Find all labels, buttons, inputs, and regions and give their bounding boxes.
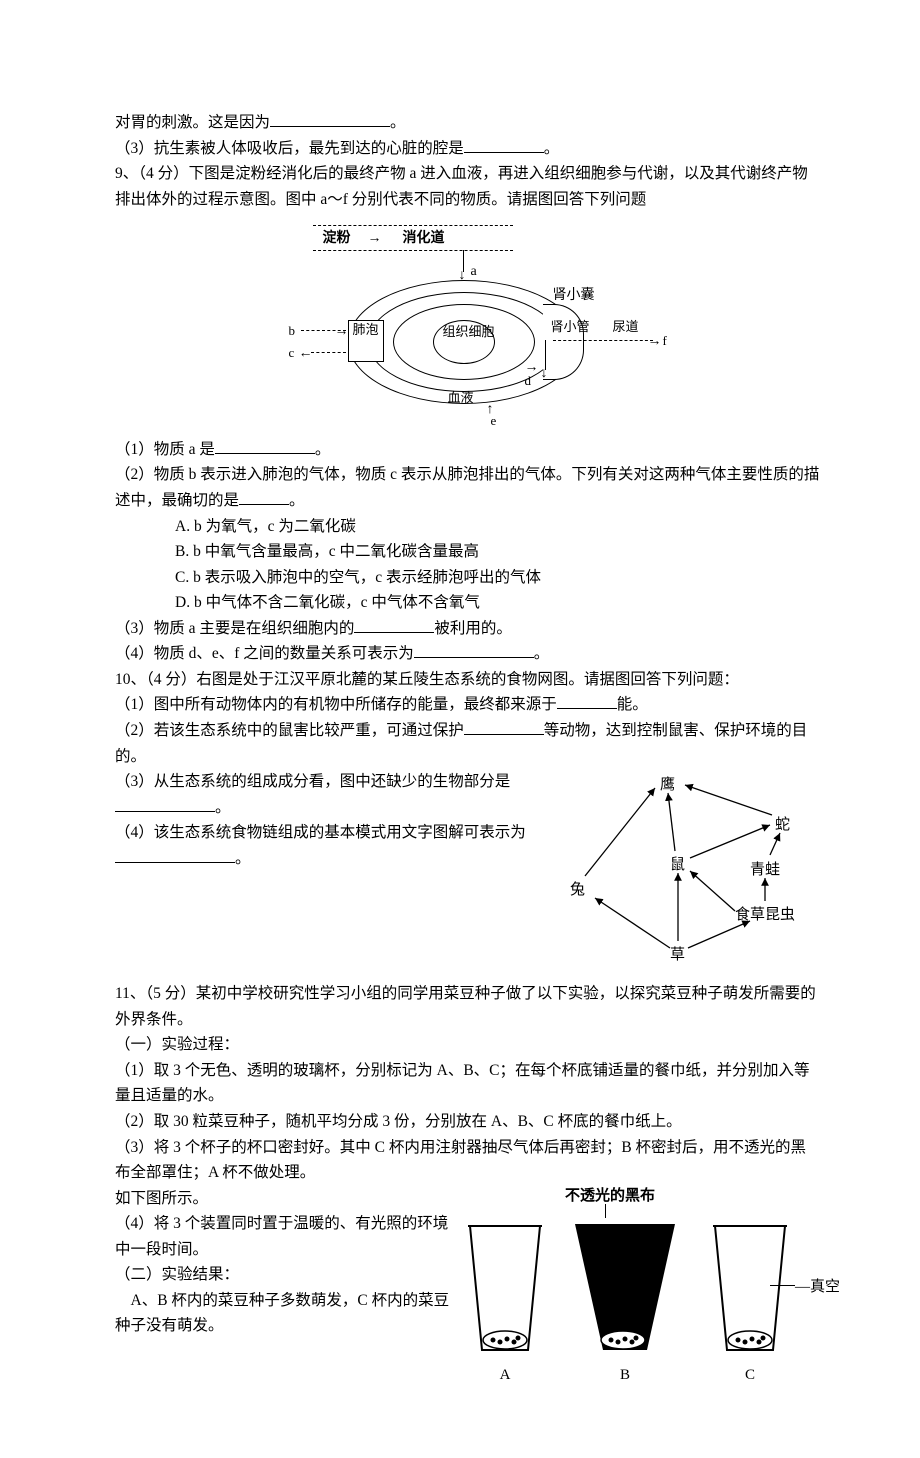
q10-stem: 10、（4 分）右图是处于江汉平原北麓的某丘陵生态系统的食物网图。请据图回答下列… <box>115 667 820 693</box>
q8-3: （3）抗生素被人体吸收后，最先到达的心脏的腔是 。 <box>115 136 820 162</box>
q9-1-end: 。 <box>315 441 331 458</box>
arrow-left-icon: ← <box>299 342 313 365</box>
fig1-blood: 血液 <box>448 387 474 408</box>
figure-foodweb: 鹰 蛇 鼠 兔 青蛙 食草昆虫 草 <box>540 773 820 973</box>
q9-2-end: 。 <box>289 492 305 509</box>
blank <box>464 136 544 153</box>
q10-2: （2）若该生态系统中的鼠害比较严重，可通过保护等动物，达到控制鼠害、保护环境的目… <box>115 718 820 769</box>
q10-4b: 。 <box>235 850 251 867</box>
q10-1: （1）图中所有动物体内的有机物中所储存的能量，最终都来源于 能。 <box>115 692 820 718</box>
arrow-icon: → <box>335 320 349 343</box>
q11-p3: （3）将 3 个杯子的杯口密封好。其中 C 杯内用注射器抽尽气体后再密封；B 杯… <box>115 1135 820 1186</box>
blank <box>354 616 434 633</box>
prelude-line: 对胃的刺激。这是因为 。 <box>115 110 820 136</box>
fig1-cell: 组织细胞 <box>443 324 487 340</box>
q10-4a: （4）该生态系统食物链组成的基本模式用文字图解可表示为 <box>115 824 526 841</box>
exam-page: 对胃的刺激。这是因为。 （3）抗生素被人体吸收后，最先到达的心脏的腔是。 9、（… <box>0 0 920 1458</box>
cup-b-label: B <box>575 1363 675 1388</box>
q9-2: （2）物质 b 表示进入肺泡的气体，物质 c 表示从肺泡排出的气体。下列有关对这… <box>115 462 820 513</box>
fig1-f: f <box>663 330 667 351</box>
q11-stem: 11、（5 分）某初中学校研究性学习小组的同学用菜豆种子做了以下实验，以探究菜豆… <box>115 981 820 1032</box>
fig1-tubule: 肾小管 <box>551 316 590 337</box>
q9-1: （1）物质 a 是 。 <box>115 437 820 463</box>
q9-4b: 。 <box>534 645 550 662</box>
q10-2a: （2）若该生态系统中的鼠害比较严重，可通过保护 <box>115 722 464 739</box>
q9-opt-b: B. b 中氧气含量最高，c 中二氧化碳含量最高 <box>115 539 820 565</box>
fig1-e: e <box>491 410 497 431</box>
arrow-icon: → <box>368 227 382 250</box>
cups-vacuum-label: —真空 <box>795 1275 840 1300</box>
q11-p1: （1）取 3 个无色、透明的玻璃杯，分别标记为 A、B、C；在每个杯底铺适量的餐… <box>115 1058 820 1109</box>
q9-stem: 9、（4 分）下图是淀粉经消化后的最终产物 a 进入血液，再进入组织细胞参与代谢… <box>115 161 820 212</box>
q9-4: （4）物质 d、e、f 之间的数量关系可表示为 。 <box>115 641 820 667</box>
q9-opt-d: D. b 中气体不含二氧化碳，c 中气体不含氧气 <box>115 590 820 616</box>
q9-opt-c: C. b 表示吸入肺泡中的空气，c 表示经肺泡呼出的气体 <box>115 565 820 591</box>
q9-3a: （3）物质 a 主要是在组织细胞内的 <box>115 620 354 637</box>
q11-h1: （一）实验过程： <box>115 1032 820 1058</box>
q9-3b: 被利用的。 <box>434 620 512 637</box>
blank <box>115 795 215 812</box>
q9-1-text: （1）物质 a 是 <box>115 441 215 458</box>
fig1-d: d <box>525 370 532 391</box>
figure-metabolism: 淀粉 → 消化道 ↓ a 肺泡 组织细胞 血液 肾小囊 肾小管 尿道 <box>115 220 820 429</box>
q8-3-text: （3）抗生素被人体吸收后，最先到达的心脏的腔是 <box>115 140 464 157</box>
q11-p2: （2）取 30 粒菜豆种子，随机平均分成 3 份，分别放在 A、B、C 杯底的餐… <box>115 1109 820 1135</box>
q9-3: （3）物质 a 主要是在组织细胞内的 被利用的。 <box>115 616 820 642</box>
prelude-end: 。 <box>390 114 406 131</box>
fig1-b: b <box>289 320 296 341</box>
q10-3a: （3）从生态系统的组成成分看，图中还缺少的生物部分是 <box>115 773 510 790</box>
fig1-capsule: 肾小囊 <box>553 284 595 307</box>
blank <box>464 719 544 736</box>
cup-c: C <box>705 1218 795 1358</box>
cup-a: A <box>460 1218 550 1358</box>
fig1-lung: 肺泡 <box>348 320 384 362</box>
arrow-icon: → <box>648 330 662 353</box>
blank <box>115 846 235 863</box>
cup-a-label: A <box>460 1363 550 1388</box>
q9-4a: （4）物质 d、e、f 之间的数量关系可表示为 <box>115 645 414 662</box>
cup-b: B <box>575 1218 665 1358</box>
fig1-digest: 消化道 <box>403 227 445 250</box>
q10-1b: 能。 <box>617 696 648 713</box>
prelude-text: 对胃的刺激。这是因为 <box>115 114 270 131</box>
fig1-starch: 淀粉 <box>323 227 351 250</box>
blank <box>270 111 390 128</box>
q10-1a: （1）图中所有动物体内的有机物中所储存的能量，最终都来源于 <box>115 696 557 713</box>
blank <box>215 437 315 454</box>
q9-opt-a: A. b 为氧气，c 为二氧化碳 <box>115 514 820 540</box>
blank <box>239 488 289 505</box>
q10-3b: 。 <box>215 799 231 816</box>
blank <box>557 693 617 710</box>
fig1-c: c <box>289 342 295 363</box>
figure-cups: 不透光的黑布 A <box>460 1190 820 1390</box>
q8-3-end: 。 <box>544 140 560 157</box>
foodweb-arrows <box>540 773 820 973</box>
q9-2-text: （2）物质 b 表示进入肺泡的气体，物质 c 表示从肺泡排出的气体。下列有关对这… <box>115 466 819 509</box>
cups-cloth-label: 不透光的黑布 <box>565 1184 655 1209</box>
fig1-ureter: 尿道 <box>613 316 639 337</box>
cup-c-label: C <box>705 1363 795 1388</box>
blank <box>414 642 534 659</box>
